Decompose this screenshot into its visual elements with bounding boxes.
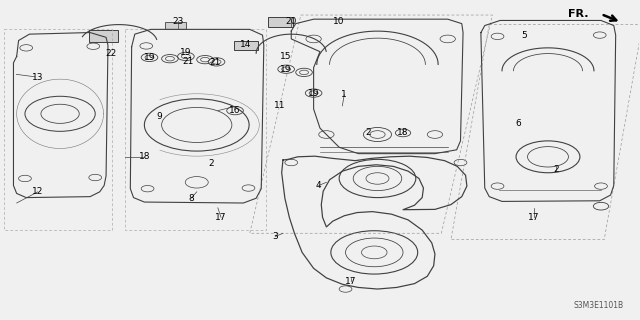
- Text: 22: 22: [105, 49, 116, 58]
- Text: 14: 14: [240, 40, 252, 49]
- Text: 6: 6: [515, 119, 521, 128]
- Text: 19: 19: [280, 65, 292, 74]
- Text: 2: 2: [365, 128, 371, 137]
- Text: 8: 8: [188, 194, 194, 203]
- Text: 19: 19: [144, 53, 156, 62]
- Text: 13: 13: [32, 73, 44, 82]
- Text: 9: 9: [156, 113, 162, 122]
- Text: 21: 21: [182, 57, 193, 66]
- Text: 16: 16: [229, 106, 241, 115]
- Text: 17: 17: [528, 213, 540, 222]
- Text: 4: 4: [316, 181, 321, 190]
- Text: 20: 20: [285, 17, 297, 26]
- Text: 18: 18: [397, 128, 409, 137]
- Text: 19: 19: [180, 48, 191, 57]
- Text: 10: 10: [333, 17, 345, 26]
- Bar: [268, 17, 293, 27]
- Bar: [166, 22, 186, 29]
- Text: 11: 11: [274, 101, 285, 110]
- Text: 18: 18: [139, 152, 150, 161]
- Text: 2: 2: [554, 165, 559, 174]
- Text: 21: 21: [209, 58, 220, 67]
- Text: 1: 1: [341, 90, 347, 99]
- Text: 12: 12: [32, 188, 44, 196]
- Text: S3M3E1101B: S3M3E1101B: [573, 301, 623, 310]
- Text: 2: 2: [209, 159, 214, 168]
- Bar: [89, 30, 118, 42]
- Text: 3: 3: [273, 232, 278, 241]
- Text: 17: 17: [345, 276, 356, 285]
- Text: FR.: FR.: [568, 9, 588, 19]
- Text: 17: 17: [215, 213, 227, 222]
- Text: 15: 15: [280, 52, 292, 61]
- Bar: [234, 41, 258, 50]
- Text: 23: 23: [173, 17, 184, 26]
- Text: 5: 5: [522, 31, 527, 40]
- Text: 19: 19: [308, 89, 319, 98]
